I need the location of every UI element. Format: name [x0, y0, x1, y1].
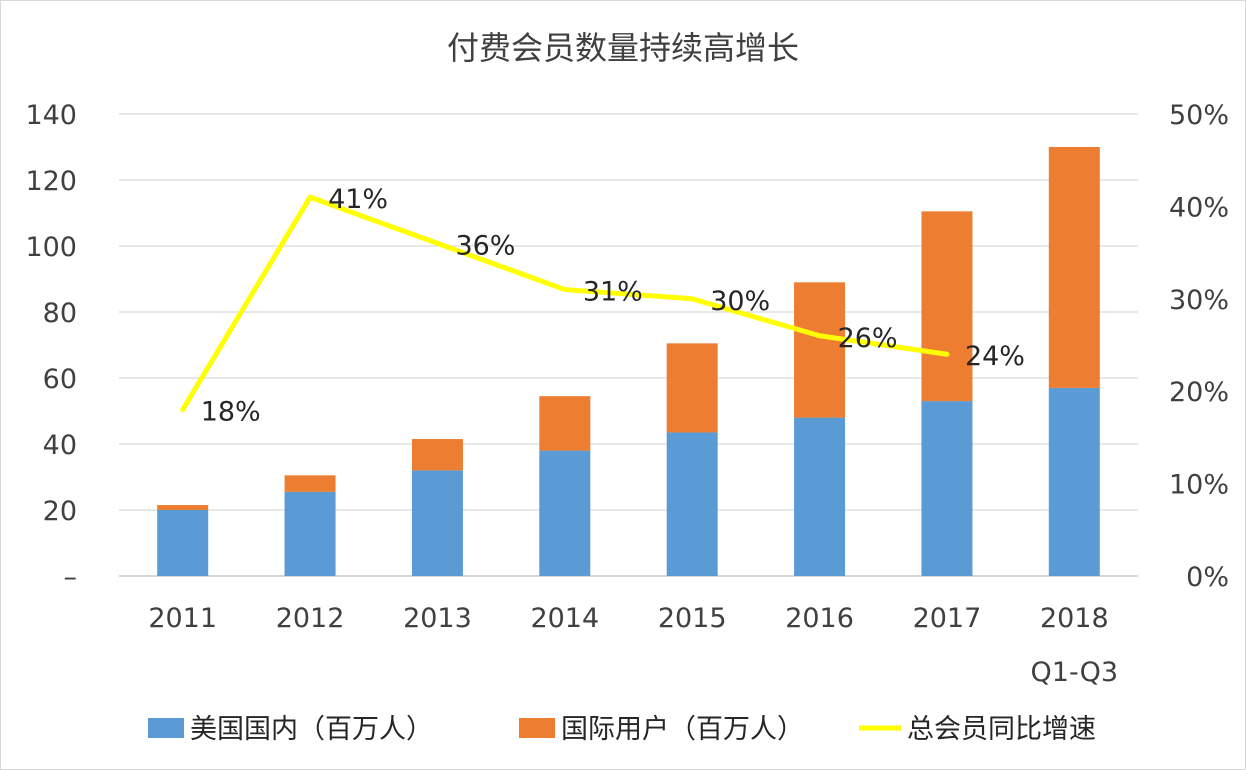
x-tick-label: 2011	[148, 603, 217, 634]
chart-title: 付费会员数量持续高增长	[447, 29, 799, 67]
legend-swatch	[519, 718, 555, 738]
y-left-tick-label: 120	[25, 166, 77, 197]
bar-domestic	[666, 432, 718, 576]
bar-international	[157, 505, 209, 510]
x-tick-label: 2018	[1040, 603, 1109, 634]
bar-international	[666, 343, 718, 433]
bar-domestic	[1048, 387, 1100, 576]
growth-data-label: 41%	[328, 184, 388, 215]
bar-domestic	[284, 491, 336, 576]
y-left-tick-label: 140	[25, 100, 77, 131]
growth-point	[944, 351, 950, 357]
y-left-tick-label: –	[64, 562, 78, 593]
growth-point	[562, 287, 568, 293]
growth-data-label: 18%	[201, 397, 261, 428]
bar-international	[539, 396, 591, 451]
growth-data-label: 30%	[710, 286, 770, 317]
y-left-tick-label: 100	[25, 232, 77, 263]
bar-domestic	[921, 401, 973, 576]
x-tick-sublabel: Q1-Q3	[1031, 657, 1119, 688]
legend-label: 美国国内（百万人）	[190, 714, 433, 745]
x-tick-label: 2012	[276, 603, 345, 634]
y-left-tick-label: 80	[43, 298, 77, 329]
growth-point	[689, 296, 695, 302]
x-tick-label: 2017	[913, 603, 982, 634]
y-right-tick-label: 40%	[1169, 192, 1229, 223]
x-tick-label: 2016	[785, 603, 854, 634]
legend-swatch	[148, 718, 184, 738]
bar-international	[921, 211, 973, 402]
growth-data-label: 24%	[965, 341, 1025, 372]
bar-domestic	[411, 470, 463, 576]
bar-domestic	[539, 450, 591, 576]
bar-international	[1048, 147, 1100, 388]
legend: 美国国内（百万人） 国际用户（百万人） 总会员同比增速	[148, 714, 1096, 745]
growth-point	[434, 240, 440, 246]
growth-point	[180, 407, 186, 413]
y-right-tick-label: 50%	[1169, 100, 1229, 131]
y-right-tick-label: 0%	[1186, 562, 1229, 593]
growth-line	[180, 194, 950, 413]
y-right-tick-label: 10%	[1169, 470, 1229, 501]
bar-domestic	[157, 510, 209, 576]
legend-label: 国际用户（百万人）	[561, 714, 804, 745]
bars	[157, 147, 1100, 576]
y-right-tick-label: 30%	[1169, 285, 1229, 316]
y-right-tick-label: 20%	[1169, 377, 1229, 408]
bar-international	[794, 282, 846, 418]
legend-label: 总会员同比增速	[907, 714, 1096, 745]
x-tick-label: 2015	[658, 603, 727, 634]
y-left-tick-label: 20	[43, 496, 77, 527]
x-tick-label: 2014	[530, 603, 599, 634]
y-left-tick-label: 40	[43, 430, 77, 461]
growth-point	[307, 194, 313, 200]
axes: – 20 40 60 80 100 120 140 0% 10% 20% 30% 40% 50% 2011 2…	[25, 100, 1229, 688]
y-left-tick-label: 60	[43, 364, 77, 395]
growth-point	[817, 333, 823, 339]
data-labels: 18% 41% 36% 31% 30% 26% 24%	[201, 184, 1025, 428]
growth-data-label: 36%	[455, 230, 515, 261]
bar-international	[284, 475, 336, 492]
bar-domestic	[794, 417, 846, 576]
growth-data-label: 26%	[838, 323, 898, 354]
bar-international	[411, 439, 463, 471]
x-tick-label: 2013	[403, 603, 472, 634]
growth-data-label: 31%	[583, 277, 643, 308]
